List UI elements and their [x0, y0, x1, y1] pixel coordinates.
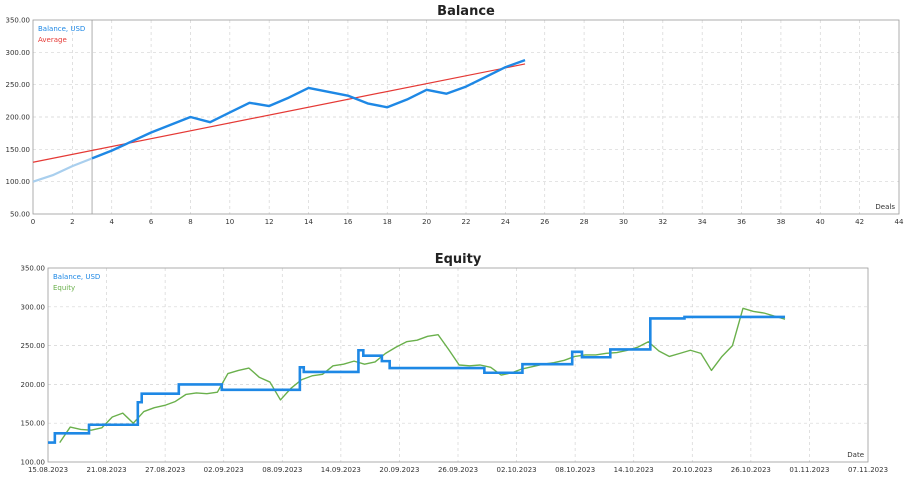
- chart1-x-tick-label: 18: [383, 218, 392, 226]
- chart1-x-tick-label: 16: [343, 218, 352, 226]
- chart2-x-tick-label: 08.10.2023: [555, 466, 595, 474]
- chart1-x-tick-label: 30: [619, 218, 628, 226]
- chart1-x-tick-label: 28: [580, 218, 589, 226]
- chart1-title: Balance: [437, 4, 495, 19]
- chart2-x-tick-label: 02.10.2023: [497, 466, 537, 474]
- chart2-legend-entry: Balance, USD: [53, 273, 100, 281]
- chart1-legend-entry: Balance, USD: [38, 25, 85, 33]
- chart1-x-tick-label: 34: [698, 218, 707, 226]
- chart2-x-tick-label: 15.08.2023: [28, 466, 68, 474]
- chart2-legend-entry: Equity: [53, 284, 75, 292]
- chart1-x-tick-label: 32: [658, 218, 667, 226]
- chart2-y-tick-label: 200.00: [21, 381, 46, 389]
- chart1-x-tick-label: 44: [895, 218, 904, 226]
- chart2-series-equity: [59, 307, 786, 443]
- chart2-y-tick-label: 350.00: [21, 265, 46, 273]
- chart1-x-tick-label: 22: [462, 218, 471, 226]
- chart2-x-axis-label: Date: [847, 451, 864, 459]
- chart1-y-tick-label: 350.00: [6, 17, 31, 25]
- chart2-plot-frame: [47, 267, 869, 463]
- chart1-x-tick-label: 8: [188, 218, 192, 226]
- chart2-y-tick-label: 300.00: [21, 303, 46, 311]
- chart2-x-tick-label: 26.09.2023: [438, 466, 478, 474]
- chart2-x-tick-label: 20.10.2023: [672, 466, 712, 474]
- chart2-y-tick-label: 150.00: [21, 420, 46, 428]
- chart1-x-tick-label: 20: [422, 218, 431, 226]
- chart2-y-tick-label: 250.00: [21, 342, 46, 350]
- chart1-x-tick-label: 12: [265, 218, 274, 226]
- chart1-x-tick-label: 38: [776, 218, 785, 226]
- chart2-x-tick-label: 21.08.2023: [87, 466, 127, 474]
- chart2-x-tick-label: 26.10.2023: [731, 466, 771, 474]
- chart1-x-axis-label: Deals: [875, 203, 895, 211]
- chart1-x-tick-label: 2: [70, 218, 74, 226]
- chart1-x-tick-label: 26: [540, 218, 549, 226]
- chart1-y-tick-label: 300.00: [6, 49, 31, 57]
- chart1-x-tick-label: 10: [225, 218, 234, 226]
- chart2-title: Equity: [435, 252, 482, 267]
- chart1-x-tick-label: 24: [501, 218, 510, 226]
- chart2-x-tick-label: 20.09.2023: [379, 466, 419, 474]
- chart2-x-tick-label: 14.09.2023: [321, 466, 361, 474]
- chart2-x-tick-label: 01.11.2023: [789, 466, 829, 474]
- chart1-x-tick-label: 40: [816, 218, 825, 226]
- chart1-x-tick-label: 4: [109, 218, 114, 226]
- chart1-y-tick-label: 200.00: [6, 114, 31, 122]
- chart1-x-tick-label: 14: [304, 218, 313, 226]
- chart1-plot-frame: [32, 19, 900, 215]
- chart1-x-tick-label: 6: [149, 218, 154, 226]
- chart1-x-tick-label: 0: [31, 218, 35, 226]
- chart1-y-tick-label: 50.00: [10, 211, 30, 219]
- chart2-x-tick-label: 07.11.2023: [848, 466, 888, 474]
- chart1-series-average: [32, 63, 526, 163]
- chart1-x-tick-label: 36: [737, 218, 746, 226]
- chart1-legend-entry: Average: [38, 36, 67, 44]
- chart1-series-balance-history: [32, 157, 93, 183]
- chart1-y-tick-label: 250.00: [6, 81, 31, 89]
- chart1-x-tick-label: 42: [855, 218, 864, 226]
- chart2-y-tick-label: 100.00: [21, 459, 46, 467]
- chart2-series-balance: [48, 315, 786, 444]
- chart2-x-tick-label: 02.09.2023: [204, 466, 244, 474]
- chart1-y-tick-label: 100.00: [6, 178, 31, 186]
- chart1-y-tick-label: 150.00: [6, 146, 31, 154]
- chart2-x-tick-label: 14.10.2023: [614, 466, 654, 474]
- chart1-series-balance: [91, 58, 526, 160]
- chart2-x-tick-label: 08.09.2023: [262, 466, 302, 474]
- chart2-x-tick-label: 27.08.2023: [145, 466, 185, 474]
